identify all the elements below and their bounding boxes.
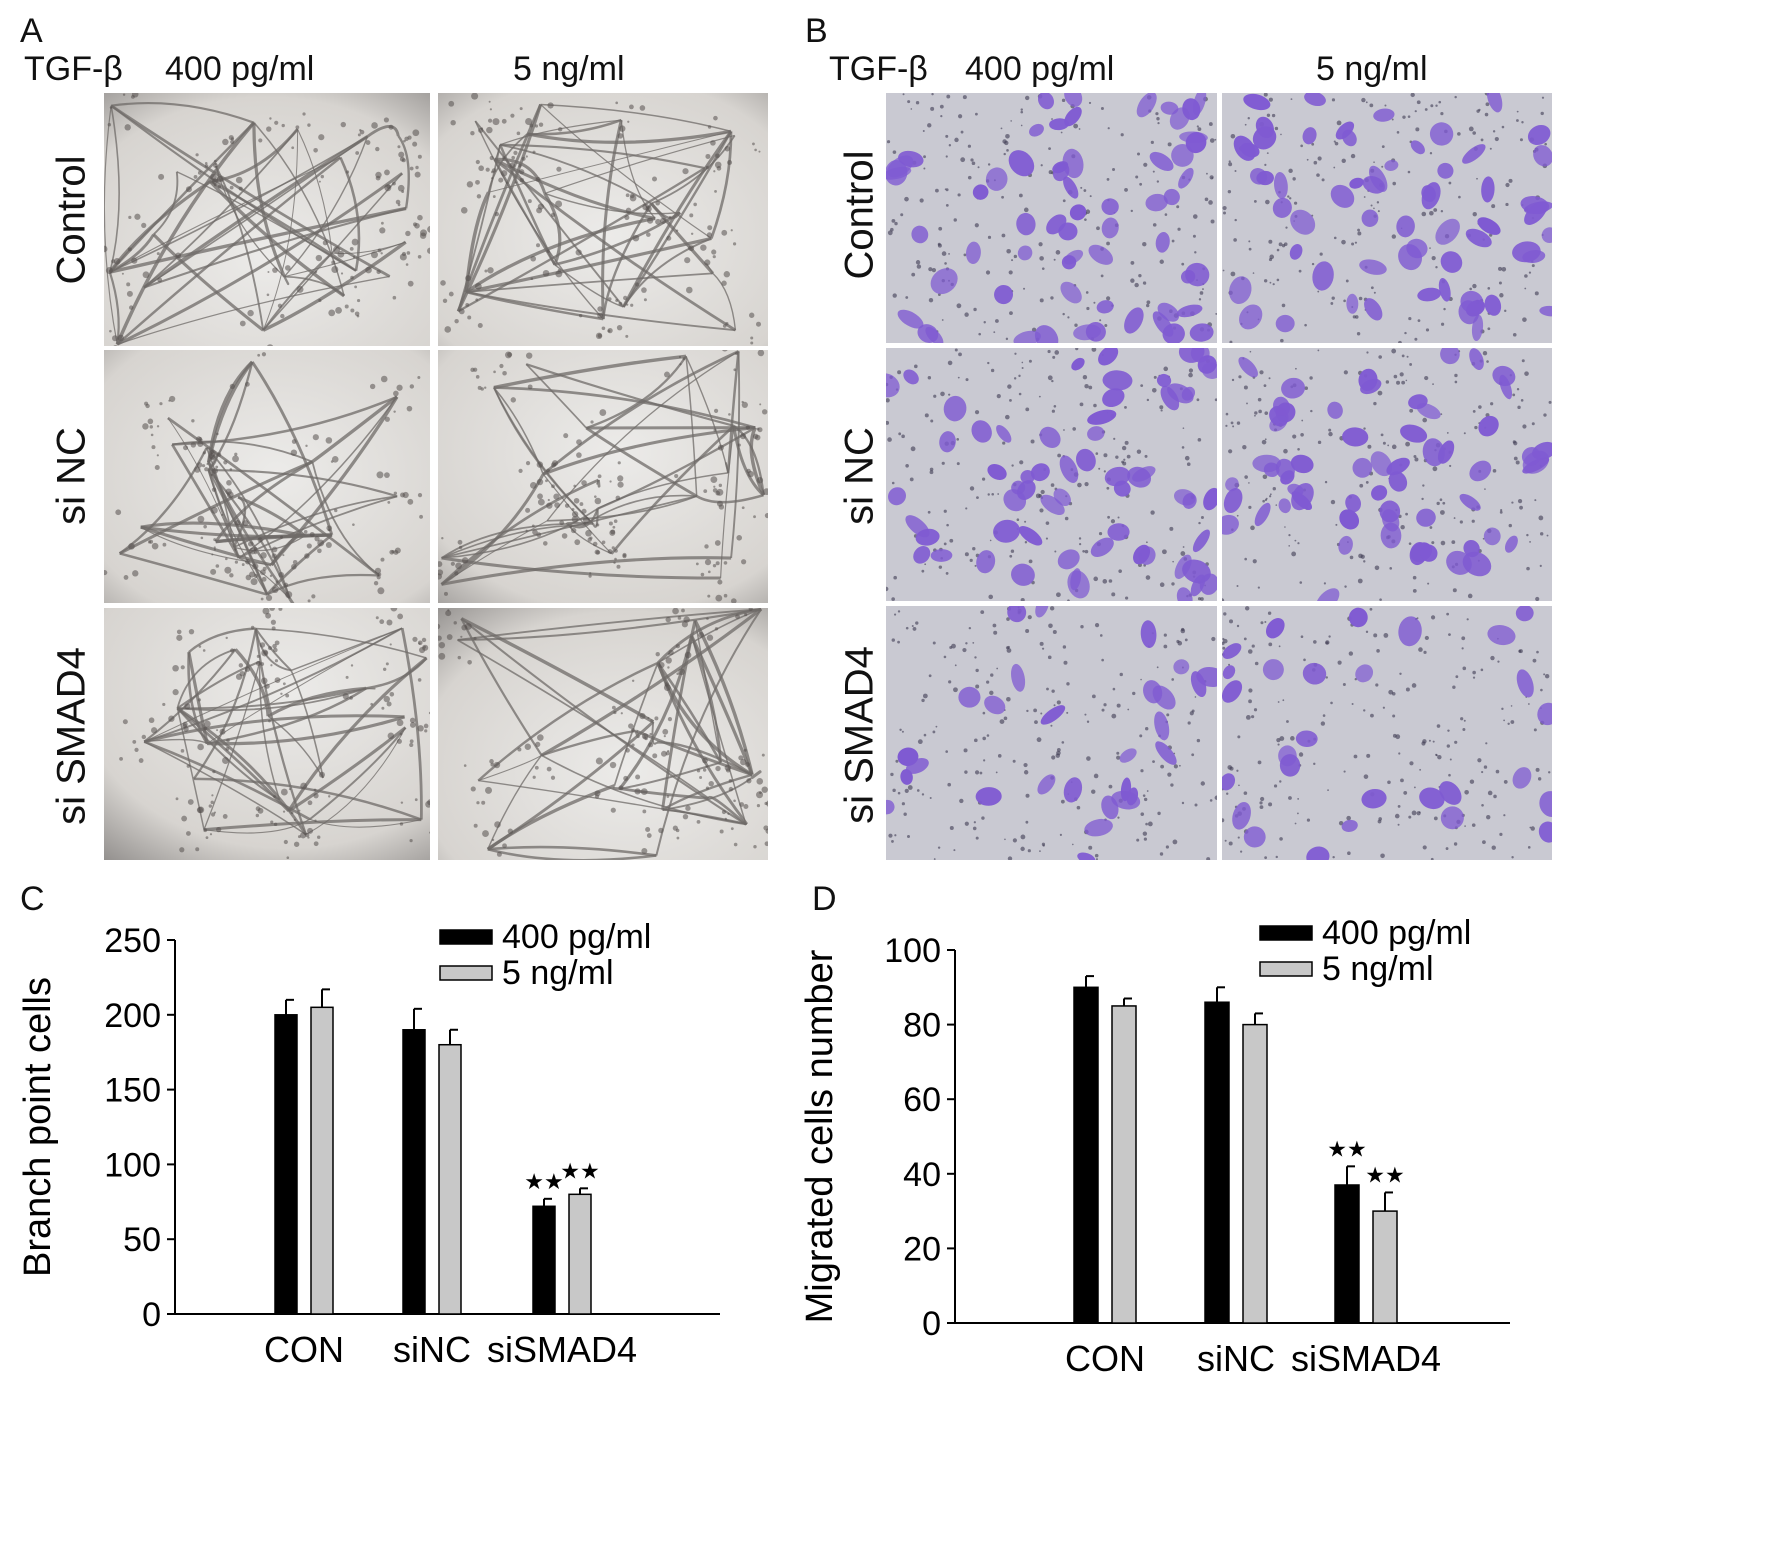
- bar: [1334, 1184, 1360, 1324]
- y-tick-label: 50: [123, 1221, 161, 1259]
- chart-c: 0 50 100 150 200 250 Branch point cells CON siNC…: [17, 918, 720, 1370]
- y-tick-label: 60: [903, 1081, 941, 1119]
- tube-image-control-400: [104, 93, 430, 346]
- panel-b-col-400: 400 pg/ml: [965, 50, 1115, 88]
- bar: [310, 1006, 334, 1315]
- bar: [1204, 1001, 1230, 1324]
- x-tick-label: CON: [1065, 1338, 1145, 1379]
- migration-image-sismad4-5: [1222, 606, 1552, 860]
- x-tick-label: CON: [264, 1329, 344, 1370]
- panel-a-col-5: 5 ng/ml: [513, 50, 625, 88]
- panel-b-letter: B: [805, 12, 828, 50]
- y-tick-label: 250: [104, 922, 161, 960]
- y-tick-label: 20: [903, 1230, 941, 1268]
- panel-d-letter: D: [812, 880, 837, 918]
- bar: [1073, 986, 1099, 1324]
- panel-b-row-control: Control: [837, 150, 882, 280]
- bar: [402, 1029, 426, 1315]
- y-axis-label: Branch point cells: [17, 977, 59, 1277]
- panel-a-row-control: Control: [49, 155, 94, 285]
- tube-image-sismad4-5: [438, 608, 768, 860]
- x-tick-label: siSMAD4: [1291, 1338, 1441, 1379]
- y-tick-label: 100: [104, 1146, 161, 1184]
- significance-marker: ★★: [524, 1170, 563, 1195]
- x-tick-label: siSMAD4: [487, 1329, 637, 1370]
- legend-label: 5 ng/ml: [502, 954, 614, 992]
- migration-image-sinc-400: [886, 348, 1217, 601]
- tube-image-sismad4-400: [104, 608, 430, 860]
- bar: [274, 1014, 298, 1315]
- y-tick-label: 80: [903, 1007, 941, 1045]
- panel-b-treatment-label: TGF-β: [829, 50, 928, 88]
- bar: [1111, 1005, 1137, 1324]
- panel-b-col-5: 5 ng/ml: [1316, 50, 1428, 88]
- y-tick-label: 200: [104, 997, 161, 1035]
- panel-a-row-sinc: si NC: [49, 427, 94, 525]
- legend-label: 5 ng/ml: [1322, 950, 1434, 988]
- bar: [1242, 1023, 1268, 1324]
- migration-image-sinc-5: [1222, 348, 1552, 601]
- migration-image-control-400: [886, 93, 1217, 343]
- significance-marker: ★★: [1327, 1137, 1366, 1162]
- legend-label: 400 pg/ml: [502, 918, 651, 956]
- migration-image-control-5: [1222, 93, 1552, 343]
- tube-image-sinc-5: [438, 350, 768, 603]
- legend-swatch: [439, 965, 493, 981]
- panel-b-row-sinc: si NC: [837, 427, 882, 525]
- significance-marker: ★★: [1365, 1163, 1404, 1188]
- significance-marker: ★★: [560, 1159, 599, 1184]
- migration-image-sismad4-400: [886, 606, 1217, 860]
- y-axis-label: Migrated cells number: [799, 949, 841, 1323]
- panel-a-letter: A: [20, 12, 43, 50]
- legend-swatch: [1259, 925, 1313, 941]
- panel-b-row-sismad4: si SMAD4: [837, 646, 882, 824]
- y-tick-label: 40: [903, 1156, 941, 1194]
- y-tick-label: 0: [922, 1305, 941, 1343]
- legend-label: 400 pg/ml: [1322, 914, 1471, 952]
- legend-swatch: [1259, 961, 1313, 977]
- x-tick-label: siNC: [393, 1329, 471, 1370]
- panel-a-row-sismad4: si SMAD4: [49, 647, 94, 825]
- panel-c-letter: C: [20, 880, 45, 918]
- panel-a-col-400: 400 pg/ml: [165, 50, 315, 88]
- bar: [568, 1193, 592, 1315]
- chart-d: 0 20 40 60 80 100 Migrated cells number CON siNC…: [799, 914, 1510, 1379]
- legend-swatch: [439, 929, 493, 945]
- y-tick-label: 0: [142, 1296, 161, 1334]
- bar: [438, 1043, 462, 1315]
- panel-a-treatment-label: TGF-β: [24, 50, 123, 88]
- y-tick-label: 100: [884, 932, 941, 970]
- bar: [1372, 1210, 1398, 1324]
- y-tick-label: 150: [104, 1072, 161, 1110]
- tube-image-sinc-400: [104, 350, 430, 603]
- bar: [532, 1205, 556, 1315]
- x-tick-label: siNC: [1197, 1338, 1275, 1379]
- tube-image-control-5: [438, 93, 768, 346]
